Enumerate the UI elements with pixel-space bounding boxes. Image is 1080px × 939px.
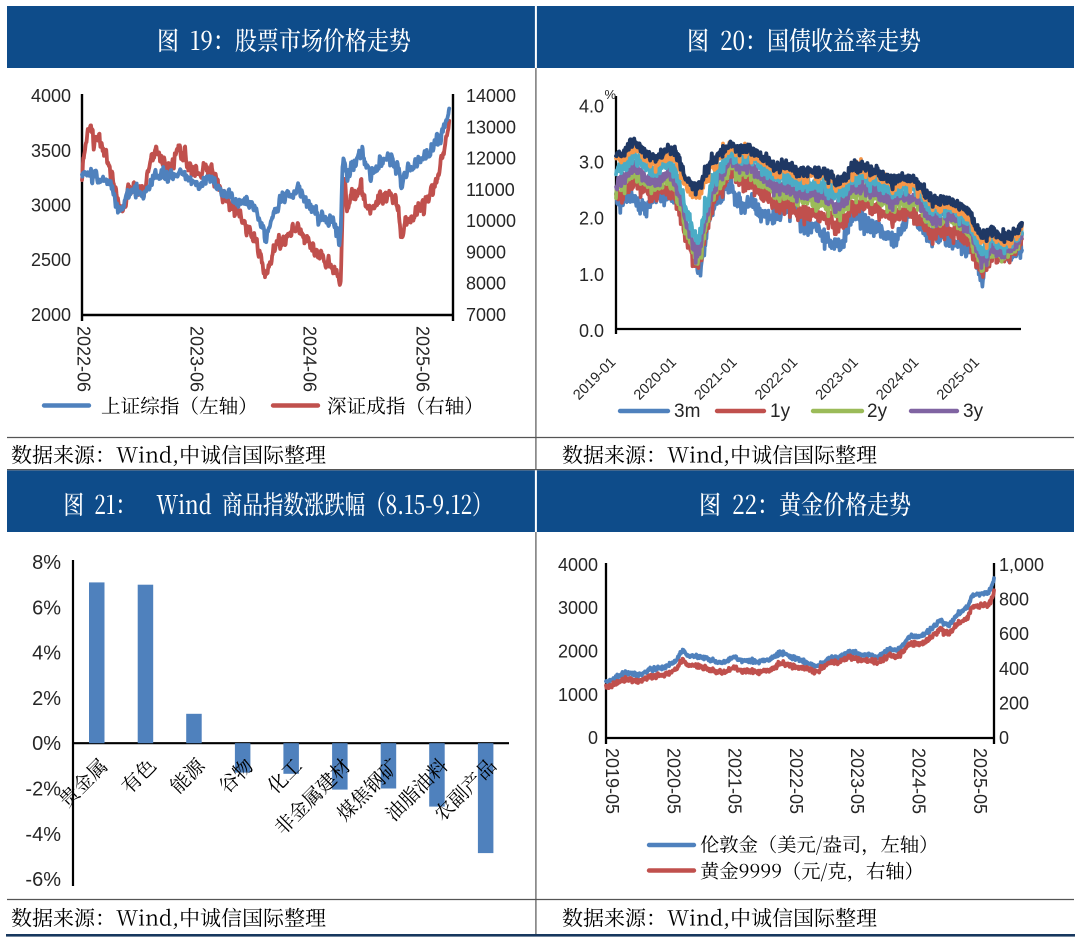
svg-text:2023-06: 2023-06 [187, 326, 207, 392]
svg-text:2000: 2000 [31, 305, 71, 325]
svg-text:1.0: 1.0 [579, 265, 604, 285]
svg-text:2023-05: 2023-05 [847, 748, 867, 814]
svg-text:9000: 9000 [466, 242, 506, 262]
svg-text:8000: 8000 [466, 274, 506, 294]
svg-text:2y: 2y [867, 401, 888, 422]
svg-text:3m: 3m [674, 401, 700, 422]
svg-text:-4%: -4% [25, 824, 61, 846]
svg-text:400: 400 [999, 659, 1029, 679]
svg-text:7000: 7000 [466, 305, 506, 325]
svg-text:10000: 10000 [466, 211, 516, 231]
svg-text:4000: 4000 [31, 86, 71, 106]
svg-text:2025-06: 2025-06 [413, 326, 433, 392]
svg-text:-2%: -2% [25, 779, 61, 801]
svg-text:-6%: -6% [25, 869, 61, 891]
svg-text:3y: 3y [963, 401, 984, 422]
svg-text:2%: 2% [32, 688, 61, 710]
svg-text:200: 200 [999, 693, 1029, 713]
svg-text:4000: 4000 [558, 555, 598, 575]
svg-text:1y: 1y [770, 401, 791, 422]
svg-text:11000: 11000 [466, 180, 515, 200]
svg-text:0%: 0% [32, 733, 61, 755]
svg-text:0: 0 [999, 728, 1009, 748]
svg-text:2025-01: 2025-01 [934, 355, 983, 404]
svg-text:2500: 2500 [31, 250, 71, 270]
svg-text:0.0: 0.0 [579, 321, 604, 341]
svg-text:2021-01: 2021-01 [692, 355, 741, 404]
svg-text:2022-01: 2022-01 [752, 355, 801, 404]
svg-text:14000: 14000 [466, 86, 516, 106]
svg-text:600: 600 [999, 624, 1029, 644]
svg-text:8%: 8% [32, 552, 61, 574]
svg-text:1,000: 1,000 [999, 555, 1044, 575]
svg-text:2024-01: 2024-01 [873, 355, 922, 404]
svg-text:6%: 6% [32, 597, 61, 619]
svg-text:2022-06: 2022-06 [74, 326, 94, 392]
svg-text:3000: 3000 [558, 598, 598, 618]
svg-text:2020-05: 2020-05 [663, 748, 683, 814]
svg-text:2023-01: 2023-01 [813, 355, 862, 404]
svg-text:12000: 12000 [466, 149, 516, 169]
svg-text:2019-05: 2019-05 [602, 748, 622, 814]
svg-text:3500: 3500 [31, 141, 71, 161]
svg-text:0: 0 [588, 728, 598, 748]
svg-text:1000: 1000 [558, 685, 598, 705]
svg-text:4%: 4% [32, 643, 61, 665]
svg-text:2024-06: 2024-06 [300, 326, 320, 392]
svg-text:2025-05: 2025-05 [970, 748, 990, 814]
svg-text:2.0: 2.0 [579, 209, 604, 229]
svg-text:2000: 2000 [558, 642, 598, 662]
svg-text:%: % [605, 87, 617, 102]
svg-text:2024-05: 2024-05 [909, 748, 929, 814]
svg-text:4.0: 4.0 [579, 97, 604, 117]
svg-text:3000: 3000 [31, 196, 71, 216]
svg-text:2019-01: 2019-01 [570, 355, 619, 404]
svg-text:13000: 13000 [466, 117, 516, 137]
svg-text:2022-05: 2022-05 [786, 748, 806, 814]
svg-text:2020-01: 2020-01 [631, 355, 680, 404]
svg-text:3.0: 3.0 [579, 153, 604, 173]
svg-text:800: 800 [999, 590, 1029, 610]
svg-text:2021-05: 2021-05 [725, 748, 745, 814]
